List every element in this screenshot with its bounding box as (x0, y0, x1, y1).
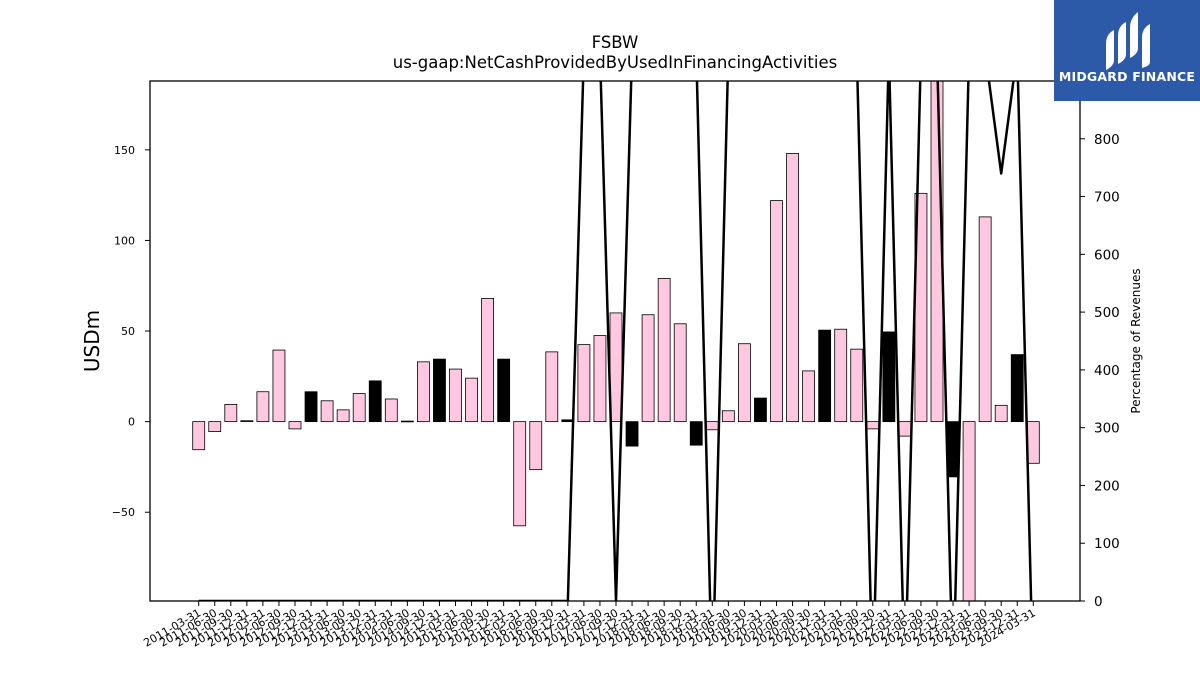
bar (754, 397, 767, 423)
bar (336, 409, 350, 423)
bar (641, 314, 655, 423)
bar (882, 331, 896, 423)
bar (1026, 421, 1040, 464)
bar (577, 344, 591, 423)
bar (384, 398, 398, 423)
bar (721, 410, 735, 423)
logo-text: MIDGARD FINANCE (1058, 69, 1196, 84)
plot-area (192, 81, 1040, 601)
y2-tick-label: 800 (1094, 132, 1120, 148)
bar (529, 421, 543, 471)
y2-tick-label: 600 (1094, 247, 1120, 263)
midgard-logo-icon (1106, 12, 1150, 70)
y2-tick-label: 700 (1094, 190, 1120, 206)
bar (352, 393, 366, 423)
bar (320, 400, 334, 423)
y2-tick-label: 0 (1094, 594, 1103, 610)
bar (449, 368, 462, 423)
bar (818, 329, 832, 423)
bar (802, 370, 815, 423)
bar (256, 391, 270, 423)
y2-tick-label: 400 (1094, 363, 1120, 379)
y-axis-label: USDm (80, 310, 104, 372)
bar (850, 348, 864, 423)
bar (625, 421, 639, 447)
bar (834, 328, 848, 423)
y2-axis-label: Percentage of Revenues (1129, 268, 1143, 413)
bar (224, 404, 238, 423)
bar (545, 351, 559, 423)
bar (368, 380, 382, 423)
y2-tick-label: 100 (1094, 536, 1120, 552)
bar (513, 421, 527, 527)
bar (946, 421, 960, 478)
bar (770, 200, 783, 423)
bar (657, 278, 671, 423)
bar (1010, 354, 1024, 423)
bar (304, 391, 318, 423)
chart-subtitle: us-gaap:NetCashProvidedByUsedInFinancing… (393, 53, 837, 72)
bar (240, 420, 254, 423)
bar (898, 421, 912, 437)
bar (465, 377, 478, 423)
y2-tick-label: 500 (1094, 305, 1120, 321)
bar (208, 421, 222, 433)
bar (866, 421, 880, 430)
chart-title: FSBW (592, 33, 639, 52)
series-line (198, 81, 1033, 601)
bar (400, 420, 414, 423)
y-tick-label: 50 (121, 325, 135, 338)
y-tick-label: −50 (112, 506, 135, 519)
bar (962, 421, 976, 601)
plot-frame (149, 80, 1081, 602)
bar (288, 421, 302, 430)
bar (481, 298, 495, 423)
bar (497, 358, 511, 423)
bar (738, 343, 751, 423)
bar (416, 361, 430, 423)
bar (192, 421, 206, 451)
bar (272, 349, 286, 423)
y-tick-label: 150 (114, 144, 135, 157)
y-tick-label: 0 (128, 416, 135, 429)
bar (978, 216, 992, 423)
bar (609, 312, 623, 423)
brand-logo: MIDGARD FINANCE (1054, 0, 1200, 101)
y-tick-label: 100 (114, 234, 135, 247)
bar (689, 421, 703, 446)
bar (705, 421, 719, 431)
bar (994, 404, 1008, 423)
bar (673, 323, 687, 423)
bar (593, 335, 607, 423)
y2-tick-label: 300 (1094, 421, 1120, 437)
bar (433, 358, 446, 423)
bar (786, 153, 799, 423)
y2-tick-label: 200 (1094, 478, 1120, 494)
